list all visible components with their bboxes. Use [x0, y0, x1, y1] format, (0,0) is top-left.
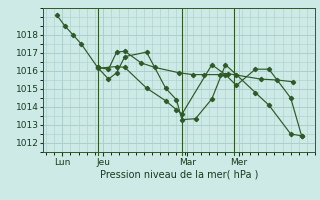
X-axis label: Pression niveau de la mer( hPa ): Pression niveau de la mer( hPa ) — [100, 169, 258, 179]
